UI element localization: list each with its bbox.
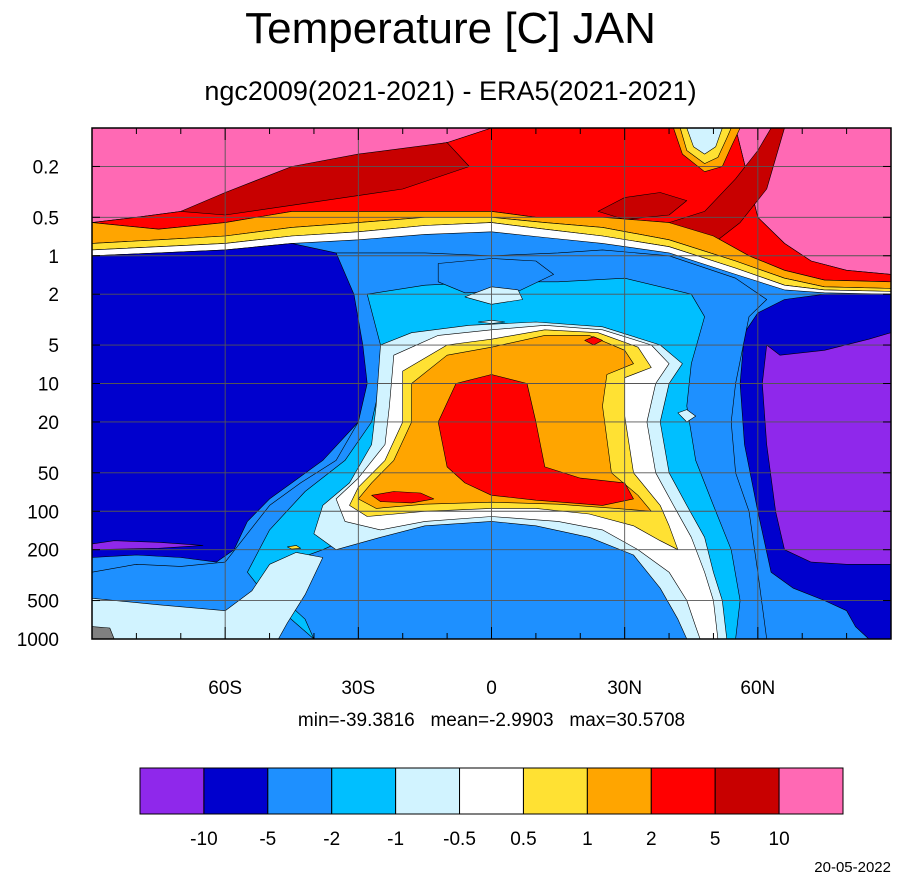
stat-max: max=30.5708 [569,710,686,731]
x-tick-label: 60N [740,678,775,699]
colorbar-label: 0.5 [510,829,536,850]
contour-region-21 [437,258,554,294]
contour-region-3 [180,142,470,216]
y-tick-label: 0.2 [33,157,59,178]
y-tick-label: 1000 [17,630,59,651]
contour-region-32 [91,552,324,640]
colorbar-box [203,767,269,815]
colorbar-label: -2 [323,829,340,850]
colorbar-box [522,767,588,815]
colorbar-label: -5 [259,829,276,850]
y-tick-label: 1 [48,247,59,268]
colorbar-box [778,767,844,815]
colorbar-box [395,767,461,815]
y-axis-ticks: 0.2 0.5 1 2 5 10 20 50 100 200 500 1000 [17,157,891,651]
x-tick-label: 60S [208,678,242,699]
y-tick-label: 50 [38,464,59,485]
colorbar-label: 2 [646,829,657,850]
contour-region-35 [464,286,523,305]
colorbar-box [586,767,652,815]
y-tick-label: 2 [48,285,59,306]
chart-subtitle: ngc2009(2021-2021) - ERA5(2021-2021) [204,76,697,106]
colorbar-label: -1 [387,829,404,850]
x-tick-label: 30N [607,678,642,699]
colorbar-box [459,767,524,815]
colorbar-boxes [139,767,844,815]
stat-mean: mean=-2.9903 [430,710,554,731]
contour-region-28 [584,336,603,346]
y-tick-label: 20 [38,413,59,434]
y-tick-label: 0.5 [33,208,59,229]
colorbar-box [139,767,205,815]
statistics-line: min=-39.3816 mean=-2.9903 max=30.5708 [0,710,901,732]
colorbar-label: -0.5 [443,829,476,850]
y-tick-label: 200 [27,541,59,562]
colorbar-label: 5 [710,829,721,850]
x-tick-label: 30S [341,678,375,699]
contour-region-34 [677,409,697,423]
colorbar-box [267,767,333,815]
colorbar-box [331,767,397,815]
y-tick-label: 500 [27,592,59,613]
colorbar-box [650,767,716,815]
colorbar-label: 10 [769,829,790,850]
contour-region-33 [286,545,301,550]
y-tick-label: 10 [38,375,59,396]
colorbar-labels: -10 -5 -2 -1 -0.5 0.5 1 2 5 10 [190,829,789,850]
colorbar-label: 1 [582,829,593,850]
colorbar-label: -10 [190,829,217,850]
y-tick-label: 5 [48,336,59,357]
x-axis-ticks: 60S 30S 0 30N 60N [135,128,848,699]
contour-region-27 [371,491,435,504]
y-tick-label: 100 [27,502,59,523]
chart-title: Temperature [C] JAN [245,4,656,53]
colorbar-box [714,767,780,815]
plot-date: 20-05-2022 [814,859,891,876]
colorbar: -10 -5 -2 -1 -0.5 0.5 1 2 5 10 [139,767,844,850]
contour-region-12 [91,243,372,563]
contour-region-15 [761,332,892,565]
x-tick-label: 0 [486,678,497,699]
stat-min: min=-39.3816 [297,710,415,731]
